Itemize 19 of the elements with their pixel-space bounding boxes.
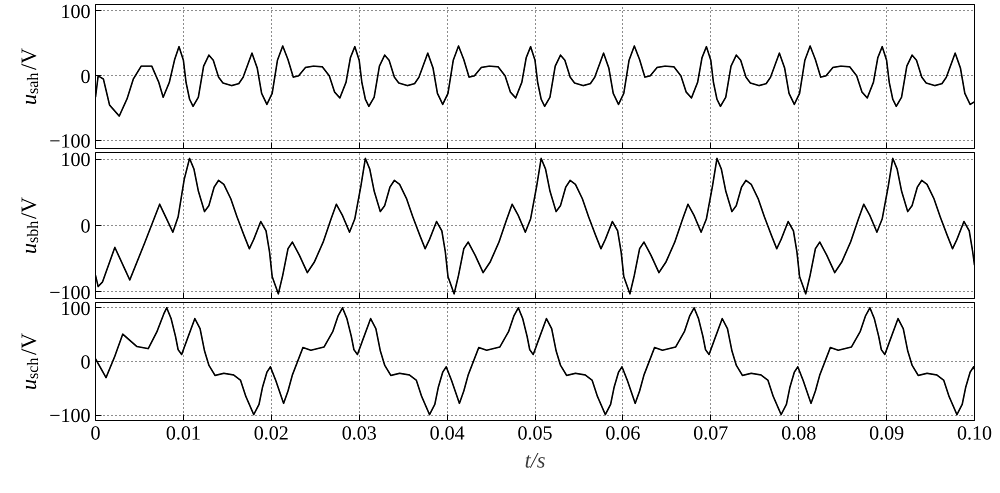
y-axis-title: usbh/V xyxy=(16,196,42,254)
x-tick-label: 0.06 xyxy=(605,422,640,444)
x-tick-label: 0.04 xyxy=(430,422,465,444)
y-tick-label: 100 xyxy=(60,0,90,23)
x-tick-label: 0.08 xyxy=(781,422,816,444)
x-axis-title: t/s xyxy=(524,448,546,472)
x-tick-label: 0.09 xyxy=(869,422,904,444)
y-tick-label: 0 xyxy=(80,352,90,374)
y-axis-title: usah/V xyxy=(16,48,42,105)
y-tick-label: 0 xyxy=(80,216,90,238)
y-axis-title: usch/V xyxy=(16,332,42,390)
x-tick-label: 0.03 xyxy=(342,422,377,444)
x-tick-label: 0.05 xyxy=(518,422,552,444)
x-tick-label: 0.07 xyxy=(693,422,728,444)
x-tick-label: 0.10 xyxy=(957,422,992,444)
y-tick-label: 0 xyxy=(80,66,90,88)
x-tick-label: 0.01 xyxy=(166,422,201,444)
x-tick-label: 0.02 xyxy=(254,422,289,444)
y-tick-label: −100 xyxy=(49,405,90,428)
